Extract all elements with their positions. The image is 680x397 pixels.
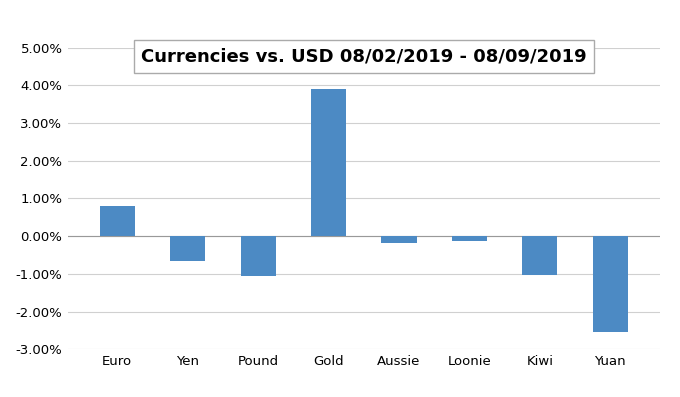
Bar <box>452 236 487 241</box>
Bar <box>241 236 276 276</box>
Bar <box>593 236 628 332</box>
Bar <box>522 236 558 275</box>
Bar <box>170 236 205 261</box>
Bar <box>311 89 346 236</box>
Bar <box>381 236 417 243</box>
Bar <box>100 206 135 236</box>
Text: Currencies vs. USD 08/02/2019 - 08/09/2019: Currencies vs. USD 08/02/2019 - 08/09/20… <box>141 48 587 66</box>
